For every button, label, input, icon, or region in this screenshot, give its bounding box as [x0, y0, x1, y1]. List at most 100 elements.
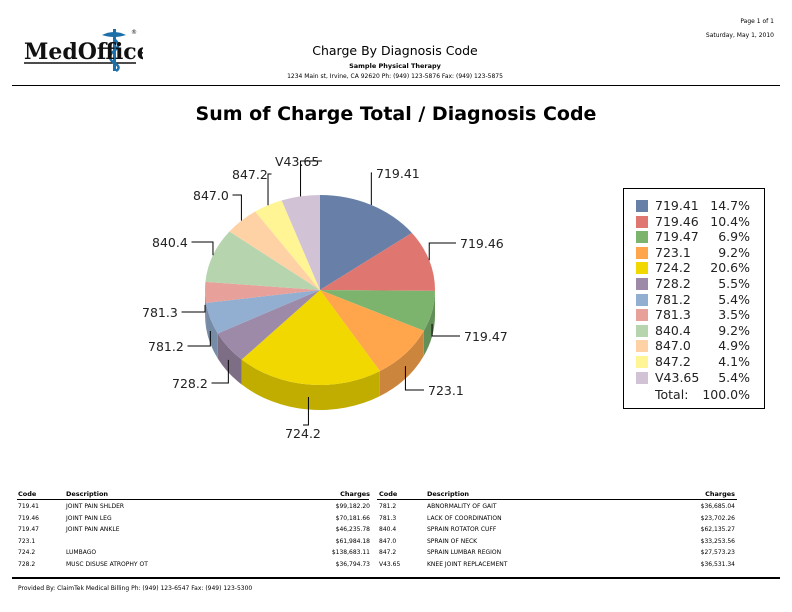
legend-percent: 4.1%: [718, 354, 750, 369]
pie-slice-719.46[interactable]: [320, 232, 435, 291]
row-code: 728.2: [18, 560, 36, 568]
legend-item: 719.46 10.4%: [624, 214, 764, 229]
legend-code: 840.4: [655, 322, 691, 338]
legend-item: 724.2 20.6%: [624, 260, 764, 275]
legend-code: V43.65: [655, 369, 700, 385]
row-charges: $23,702.26: [700, 514, 735, 522]
leader-line-840.4: [191, 241, 214, 256]
legend-item: 781.2 5.4%: [624, 292, 764, 307]
row-code: 719.41: [18, 503, 39, 510]
organization-name: Sample Physical Therapy: [349, 62, 441, 70]
legend-percent: 9.2%: [718, 322, 750, 338]
row-charges: $99,182.20: [335, 503, 370, 510]
legend-code: 781.2: [655, 291, 691, 307]
legend-code: 719.41: [655, 198, 699, 213]
leader-line-847.0: [232, 194, 242, 221]
row-description: SPRAIN ROTATOR CUFF: [427, 526, 497, 533]
chart-legend: 719.41 14.7% 719.46 10.4% 719.47 6.9% 723.1 9.2…: [623, 188, 765, 409]
pie-slice-side-724.2: [241, 359, 380, 410]
leader-line-781.3: [181, 304, 206, 313]
header-divider: [12, 85, 780, 86]
pie-slice-V43.65[interactable]: [281, 195, 320, 290]
row-code: 723.1: [18, 537, 36, 545]
pie-slice-847.0[interactable]: [229, 211, 320, 290]
slice-label: 719.47: [464, 329, 508, 344]
leader-line-719.41: [370, 172, 372, 205]
medoffice-logo: MedOffice ®: [18, 25, 151, 73]
legend-code: 719.47: [655, 229, 699, 245]
legend-swatch: [636, 293, 648, 306]
slice-label: V43.65: [275, 154, 319, 169]
legend-code: 781.3: [655, 307, 691, 323]
slice-label: 847.0: [193, 188, 229, 203]
row-description: JOINT PAIN ANKLE: [66, 526, 120, 533]
row-code: 781.3: [379, 514, 397, 522]
row-description: SPRAIN OF NECK: [427, 537, 478, 545]
slice-label: 781.2: [148, 339, 184, 354]
row-code: 847.0: [379, 537, 397, 545]
leader-line-724.2: [303, 397, 309, 426]
row-charges: $61,984.18: [335, 537, 370, 545]
row-description: ABNORMALITY OF GAIT: [427, 503, 497, 510]
legend-code: 719.46: [655, 213, 699, 229]
pie-slice-847.2[interactable]: [255, 200, 320, 290]
organization-address: 1234 Main st, Irvine, CA 92620 Ph: (949)…: [287, 73, 503, 80]
pie-slice-723.1[interactable]: [320, 290, 424, 372]
row-code: 781.2: [379, 503, 397, 510]
pie-slice-724.2[interactable]: [241, 290, 380, 385]
row-charges: $62,135.27: [700, 526, 735, 533]
slice-label: 723.1: [428, 383, 464, 398]
legend-swatch: [636, 231, 648, 244]
column-header-code: Code: [18, 490, 37, 498]
row-charges: $138,683.11: [331, 549, 370, 556]
legend-percent: 9.2%: [718, 244, 750, 260]
row-description: LUMBAGO: [66, 549, 97, 556]
legend-code: 728.2: [655, 276, 691, 291]
slice-label: 719.41: [376, 166, 420, 181]
pie-slice-719.47[interactable]: [320, 290, 435, 331]
legend-swatch: [636, 246, 648, 259]
slice-label: 847.2: [232, 167, 268, 182]
legend-percent: 20.6%: [710, 260, 750, 276]
legend-item: V43.65 5.4%: [624, 370, 764, 385]
legend-percent: 5.5%: [718, 276, 750, 291]
pie-slice-728.2[interactable]: [217, 290, 320, 360]
pie-slice-719.41[interactable]: [320, 195, 412, 290]
slice-label: 781.3: [142, 305, 178, 320]
row-charges: $33,253.56: [700, 537, 735, 545]
legend-percent: 5.4%: [718, 369, 750, 385]
leader-line-728.2: [211, 359, 229, 384]
legend-percent: 14.7%: [710, 198, 750, 213]
row-description: JOINT PAIN LEG: [66, 514, 112, 522]
svg-text:®: ®: [131, 29, 137, 36]
legend-swatch: [636, 262, 648, 275]
pie-slice-side-781.2: [206, 302, 218, 359]
row-charges: $70,181.66: [335, 514, 370, 522]
leader-line-847.2: [267, 173, 272, 206]
row-code: 847.2: [379, 549, 397, 556]
report-title: Charge By Diagnosis Code: [312, 43, 478, 58]
table-header-underline-right: [377, 499, 737, 500]
legend-total: Total: 100.0%: [624, 387, 764, 402]
legend-swatch: [636, 340, 648, 353]
row-description: JOINT PAIN SHLDER: [66, 503, 125, 510]
legend-item: 840.4 9.2%: [624, 323, 764, 338]
column-header-charges: Charges: [340, 490, 370, 498]
legend-total-value: 100.0%: [702, 387, 750, 403]
pie-slice-840.4[interactable]: [205, 231, 320, 290]
slice-label: 728.2: [172, 376, 208, 391]
leader-line-781.2: [187, 331, 211, 347]
row-description: SPRAIN LUMBAR REGION: [427, 549, 502, 556]
legend-percent: 5.4%: [718, 291, 750, 307]
pie-chart: 719.41 719.46 719.47 723.1 724.2 728.2 781.2 78…: [142, 154, 508, 441]
legend-item: 723.1 9.2%: [624, 245, 764, 260]
legend-percent: 6.9%: [718, 229, 750, 245]
pie-slice-781.3[interactable]: [205, 281, 320, 303]
legend-item: 781.3 3.5%: [624, 307, 764, 322]
legend-swatch: [636, 309, 648, 322]
row-charges: $27,573.23: [700, 549, 735, 556]
pie-slice-781.2[interactable]: [206, 290, 320, 334]
row-charges: $36,531.34: [700, 560, 735, 568]
legend-code: 847.0: [655, 338, 691, 354]
